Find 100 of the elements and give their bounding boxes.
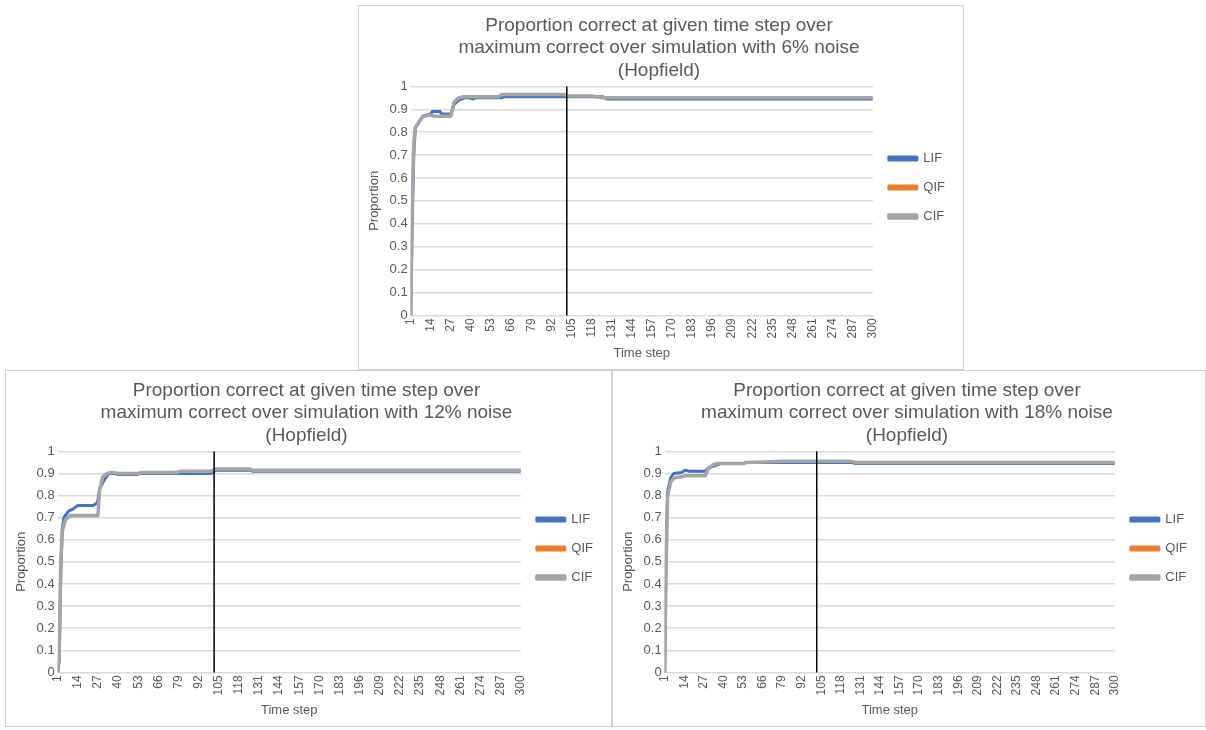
x-tick-label: 170 xyxy=(911,675,926,696)
x-tick-label: 131 xyxy=(603,318,618,339)
y-tick-label: 0.2 xyxy=(389,261,408,277)
x-tick-label: 300 xyxy=(865,318,880,339)
x-tick-label: 53 xyxy=(735,675,750,689)
x-tick-label: 144 xyxy=(624,318,639,339)
y-tick-label: 0 xyxy=(47,663,55,679)
x-tick-label: 14 xyxy=(423,318,438,332)
y-tick-label: 0.6 xyxy=(643,531,662,547)
x-tick-label: 157 xyxy=(291,675,306,696)
x-tick-label: 157 xyxy=(891,675,906,696)
legend-label: LIF xyxy=(571,511,591,527)
chart-title: Proportion correct at given time step over maximum correct over simulation with 6% noise (Hopfield) xyxy=(458,13,860,81)
x-tick-label: 183 xyxy=(684,318,699,339)
x-tick-label: 209 xyxy=(970,675,985,696)
x-tick-label: 209 xyxy=(372,675,387,696)
x-tick-label: 53 xyxy=(130,675,145,689)
x-tick-label: 222 xyxy=(989,675,1004,696)
x-tick-label: 118 xyxy=(583,318,598,338)
x-tick-label: 79 xyxy=(523,318,538,332)
y-tick-label: 1 xyxy=(400,77,408,93)
y-tick-label: 0.1 xyxy=(36,641,55,657)
x-tick-label: 261 xyxy=(452,675,467,696)
x-tick-label: 79 xyxy=(170,675,185,689)
y-tick-label: 0.8 xyxy=(36,487,55,503)
y-tick-label: 0.5 xyxy=(643,553,662,569)
x-tick-label: 27 xyxy=(443,318,458,332)
y-tick-label: 0.1 xyxy=(643,641,662,657)
x-tick-label: 196 xyxy=(352,675,367,696)
x-tick-label: 170 xyxy=(311,675,326,696)
chart-title: Proportion correct at given time step over maximum correct over simulation with 18% noise (Hopfield) xyxy=(701,378,1113,446)
x-tick-label: 27 xyxy=(696,675,711,689)
x-tick-label: 196 xyxy=(704,318,719,339)
x-tick-label: 40 xyxy=(110,675,125,689)
x-tick-label: 40 xyxy=(463,318,478,332)
x-tick-label: 300 xyxy=(1107,675,1122,696)
y-tick-label: 0.6 xyxy=(389,169,408,185)
chart-title: Proportion correct at given time step over maximum correct over simulation with 12% noise (Hopfield) xyxy=(100,378,513,446)
x-tick-label: 66 xyxy=(150,675,165,689)
x-tick-label: 14 xyxy=(676,675,691,689)
y-tick-label: 0.2 xyxy=(36,619,55,635)
y-axis-title: Proportion xyxy=(620,531,636,592)
x-tick-label: 92 xyxy=(543,318,558,332)
x-tick-label: 222 xyxy=(744,318,759,339)
x-tick-label: 53 xyxy=(483,318,498,332)
y-tick-label: 0.4 xyxy=(389,215,408,231)
x-tick-label: 105 xyxy=(813,675,828,696)
legend-label: QIF xyxy=(923,179,946,195)
x-tick-label: 92 xyxy=(190,675,205,689)
y-axis-title: Proportion xyxy=(366,170,382,231)
y-axis-title: Proportion xyxy=(13,531,29,592)
x-tick-label: 222 xyxy=(392,675,407,696)
y-tick-label: 0 xyxy=(400,306,408,322)
x-tick-label: 105 xyxy=(563,318,578,339)
x-tick-label: 261 xyxy=(1048,675,1063,696)
x-tick-label: 196 xyxy=(950,675,965,696)
legend-label: QIF xyxy=(1165,540,1188,556)
x-tick-label: 170 xyxy=(664,318,679,339)
y-tick-label: 0.1 xyxy=(389,284,408,300)
y-tick-label: 0.5 xyxy=(389,192,408,208)
x-tick-label: 40 xyxy=(715,675,730,689)
x-tick-label: 287 xyxy=(845,318,860,339)
y-tick-label: 0 xyxy=(654,663,662,679)
x-tick-label: 79 xyxy=(774,675,789,689)
y-tick-label: 1 xyxy=(654,442,662,458)
y-tick-label: 0.9 xyxy=(389,100,408,116)
x-tick-label: 274 xyxy=(472,675,487,696)
x-tick-label: 131 xyxy=(251,675,266,696)
y-tick-label: 0.2 xyxy=(643,619,662,635)
x-tick-label: 209 xyxy=(724,318,739,339)
x-tick-label: 248 xyxy=(784,318,799,339)
x-tick-label: 287 xyxy=(493,675,508,696)
y-tick-label: 0.7 xyxy=(36,509,55,525)
x-axis-title: Time step xyxy=(861,701,919,717)
x-tick-label: 118 xyxy=(833,675,848,695)
y-tick-label: 0.4 xyxy=(643,575,662,591)
x-tick-label: 261 xyxy=(804,318,819,339)
x-tick-label: 131 xyxy=(852,675,867,696)
legend-label: CIF xyxy=(1165,569,1187,585)
x-tick-label: 144 xyxy=(271,675,286,696)
x-tick-label: 274 xyxy=(1068,675,1082,696)
y-tick-label: 0.8 xyxy=(389,123,408,139)
x-tick-label: 183 xyxy=(931,675,945,696)
x-tick-label: 235 xyxy=(764,318,779,339)
x-tick-label: 27 xyxy=(90,675,105,689)
legend-label: CIF xyxy=(571,569,593,585)
y-tick-label: 0.3 xyxy=(643,597,662,613)
y-tick-label: 0.7 xyxy=(643,509,662,525)
x-axis-title: Time step xyxy=(260,701,318,717)
legend-label: LIF xyxy=(1165,511,1185,527)
x-tick-label: 66 xyxy=(754,675,769,689)
x-tick-label: 183 xyxy=(331,675,346,696)
x-tick-label: 248 xyxy=(432,675,447,696)
y-tick-label: 0.3 xyxy=(36,597,55,613)
y-tick-label: 0.3 xyxy=(389,238,408,254)
x-tick-label: 235 xyxy=(1009,675,1024,696)
x-tick-label: 157 xyxy=(644,318,659,339)
x-tick-label: 287 xyxy=(1087,675,1102,696)
y-tick-label: 0.9 xyxy=(643,465,662,481)
y-tick-label: 0.7 xyxy=(389,146,408,162)
